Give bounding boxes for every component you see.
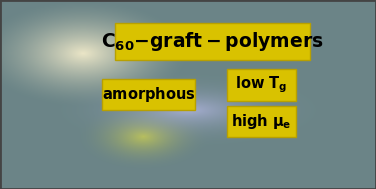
Text: $\mathbf{high\ \mu_e}$: $\mathbf{high\ \mu_e}$ xyxy=(231,112,291,131)
FancyBboxPatch shape xyxy=(102,79,195,110)
FancyBboxPatch shape xyxy=(226,106,296,138)
Text: $\mathbf{C_{60}}$$\mathbf{-graft-polymers}$: $\mathbf{C_{60}}$$\mathbf{-graft-polymer… xyxy=(101,30,324,53)
Text: $\mathbf{amorphous}$: $\mathbf{amorphous}$ xyxy=(102,85,196,104)
FancyBboxPatch shape xyxy=(115,23,310,60)
Text: $\mathbf{low\ T_g}$: $\mathbf{low\ T_g}$ xyxy=(235,75,287,95)
FancyBboxPatch shape xyxy=(226,69,296,101)
